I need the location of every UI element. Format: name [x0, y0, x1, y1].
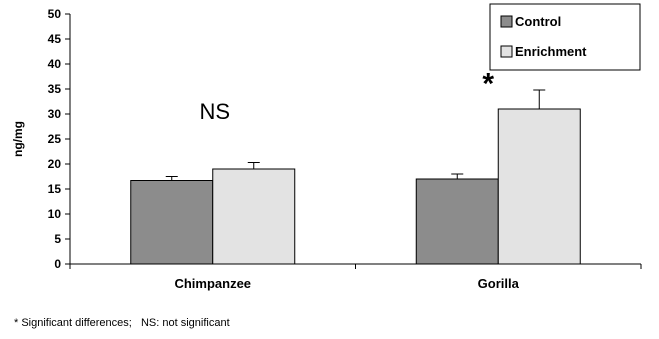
significance-annotation: *	[482, 68, 494, 101]
y-tick-label: 5	[54, 232, 61, 246]
y-tick-label: 45	[48, 32, 62, 46]
bar-control-gorilla	[415, 178, 499, 265]
legend-label: Enrichment	[515, 44, 587, 59]
y-tick-label: 25	[48, 132, 62, 146]
y-tick-label: 30	[48, 107, 62, 121]
footnote: * Significant differences; NS: not signi…	[14, 317, 230, 329]
chart-bars	[130, 89, 581, 265]
y-tick-label: 35	[48, 82, 62, 96]
x-category-label: Chimpanzee	[174, 276, 251, 291]
y-tick-label: 15	[48, 182, 62, 196]
y-tick-label: 40	[48, 57, 62, 71]
chart-labels: Chimpanzee Gorilla NS *	[174, 68, 519, 292]
y-axis-label: ng/mg	[11, 121, 25, 157]
bar-enrichment-chimpanzee	[212, 168, 296, 265]
y-tick-label: 20	[48, 157, 62, 171]
chart-axes: 0 5 10 15 20 25 30 35 40 45 50 ng/mg	[11, 7, 642, 271]
y-tick-label: 50	[48, 7, 62, 21]
legend-label: Control	[515, 14, 561, 29]
y-tick-label: 0	[54, 257, 61, 271]
legend-swatch	[500, 45, 513, 58]
legend-swatch	[500, 15, 513, 28]
x-category-label: Gorilla	[478, 276, 520, 291]
bar-enrichment-gorilla	[497, 108, 581, 265]
chart-legend: Control Enrichment	[489, 3, 641, 71]
significance-annotation: NS	[199, 99, 230, 124]
bar-control-chimpanzee	[130, 180, 214, 265]
legend-box	[489, 3, 641, 71]
y-tick-label: 10	[48, 207, 62, 221]
